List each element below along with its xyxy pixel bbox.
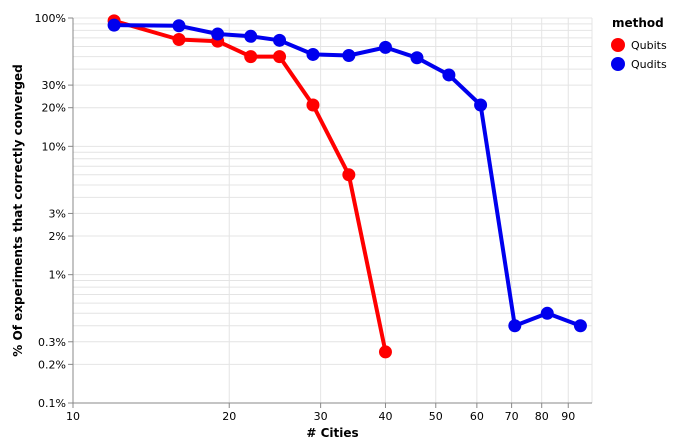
x-axis-title: # Cities (306, 426, 358, 440)
series-line-qubits (112, 18, 388, 354)
x-tick-label: 80 (535, 410, 549, 423)
x-tick-label: 30 (314, 410, 328, 423)
series-qudits (107, 18, 587, 333)
x-tick-label: 10 (66, 410, 80, 423)
y-tick-label: 0.1% (38, 397, 66, 410)
data-point-qubits (378, 345, 392, 359)
legend-swatch-qudits (611, 57, 625, 71)
y-tick-label: 10% (42, 140, 66, 153)
data-point-qubits (306, 98, 320, 112)
y-tick-label: 0.2% (38, 358, 66, 371)
y-axis-title: % Of experiments that correctly converge… (11, 64, 25, 356)
y-tick-label: 100% (35, 12, 66, 25)
x-tick-label: 60 (470, 410, 484, 423)
x-tick-label: 40 (378, 410, 392, 423)
y-tick-label: 20% (42, 102, 66, 115)
series-layer (107, 14, 587, 359)
data-point-qudits (211, 27, 225, 41)
series-qubits (107, 14, 392, 359)
grid (72, 17, 593, 404)
legend-label-qubits: Qubits (631, 39, 667, 52)
y-tick-label: 3% (49, 207, 66, 220)
data-point-qudits (273, 33, 287, 47)
data-point-qubits (172, 32, 186, 46)
data-point-qudits (306, 47, 320, 61)
legend-swatch-qubits (611, 38, 625, 52)
legend: method Qubits Qudits (611, 16, 667, 71)
y-tick-label: 1% (49, 269, 66, 282)
data-point-qudits (474, 98, 488, 112)
y-tick-label: 30% (42, 79, 66, 92)
data-point-qudits (342, 49, 356, 63)
data-point-qubits (244, 50, 258, 64)
data-point-qudits (540, 306, 554, 320)
data-point-qubits (273, 50, 287, 64)
x-tick-label: 70 (505, 410, 519, 423)
x-tick-label: 50 (429, 410, 443, 423)
data-point-qudits (172, 19, 186, 33)
data-point-qudits (378, 40, 392, 54)
y-tick-label: 2% (49, 230, 66, 243)
data-point-qudits (107, 18, 121, 32)
data-point-qubits (342, 168, 356, 182)
data-point-qudits (410, 51, 424, 65)
data-point-qudits (244, 29, 258, 43)
x-tick-label: 90 (561, 410, 575, 423)
y-tick-label: 0.3% (38, 336, 66, 349)
x-tick-label: 20 (222, 410, 236, 423)
data-point-qudits (508, 319, 522, 333)
legend-title: method (612, 16, 664, 30)
axes: 10 20 30 40 50 60 70 80 90 0.1% 0.2% 0.3% 1% 2% 3% 10% 2… (35, 12, 592, 423)
data-point-qudits (442, 68, 456, 82)
legend-label-qudits: Qudits (631, 58, 667, 71)
data-point-qudits (573, 319, 587, 333)
